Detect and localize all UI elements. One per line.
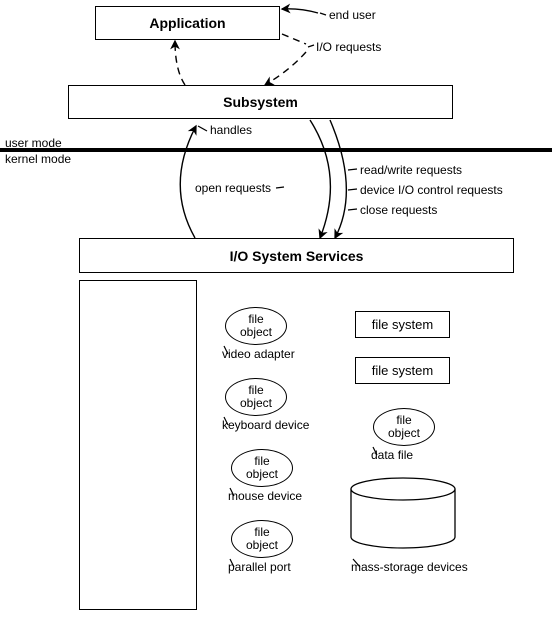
ioreq_to_sub-arrow xyxy=(265,52,306,85)
application-label: Application xyxy=(149,15,225,31)
app_to_ioreq-arrow xyxy=(282,34,306,44)
fo3-ellipse: fileobject xyxy=(231,449,293,487)
mass_storage-label: mass-storage devices xyxy=(351,560,468,574)
fo5-ellipse: fileobject xyxy=(373,408,435,446)
fs1-label: file system xyxy=(372,317,433,332)
video_adapter-label: video adapter xyxy=(222,347,295,361)
devioctl_tick xyxy=(348,189,357,190)
end_user-label: end user xyxy=(329,8,376,22)
end_user_tick xyxy=(320,13,326,15)
io_requests-label: I/O requests xyxy=(316,40,381,54)
fo4-ellipse: fileobject xyxy=(231,520,293,558)
close_requests-label: close requests xyxy=(360,203,437,217)
sub_to_app-arrow xyxy=(175,41,185,85)
fo2-ellipse: fileobject xyxy=(225,378,287,416)
handles_tick xyxy=(198,126,207,131)
enduser_to_app-arrow xyxy=(282,9,318,13)
io_services-box: I/O System Services xyxy=(79,238,514,273)
subsystem-box: Subsystem xyxy=(68,85,453,119)
subsystem-label: Subsystem xyxy=(223,94,298,110)
io_req_tick xyxy=(308,45,314,47)
openreq_tick xyxy=(276,187,284,188)
close_tick xyxy=(348,209,357,210)
io_services-label: I/O System Services xyxy=(230,248,364,264)
rw_tick xyxy=(348,169,357,170)
data_file-label: data file xyxy=(371,448,413,462)
mass-storage-cylinder xyxy=(351,478,455,548)
kernel_mode-label: kernel mode xyxy=(5,152,71,166)
io_manager_outer-box xyxy=(79,280,197,610)
parallel_port-label: parallel port xyxy=(228,560,291,574)
close_down-arrow xyxy=(330,120,346,238)
rw_requests-label: read/write requests xyxy=(360,163,462,177)
mouse_device-label: mouse device xyxy=(228,489,302,503)
handles-label: handles xyxy=(210,123,252,137)
fo1-ellipse: fileobject xyxy=(225,307,287,345)
open_up-arrow xyxy=(180,126,196,238)
fs2-box: file system xyxy=(355,357,450,384)
user_mode-label: user mode xyxy=(5,136,62,150)
fs2-label: file system xyxy=(372,363,433,378)
keyboard_device-label: keyboard device xyxy=(222,418,309,432)
open_requests-label: open requests xyxy=(195,181,271,195)
fs1-box: file system xyxy=(355,311,450,338)
devioctl-label: device I/O control requests xyxy=(360,183,503,197)
rw_down-arrow xyxy=(310,120,330,238)
application-box: Application xyxy=(95,6,280,40)
